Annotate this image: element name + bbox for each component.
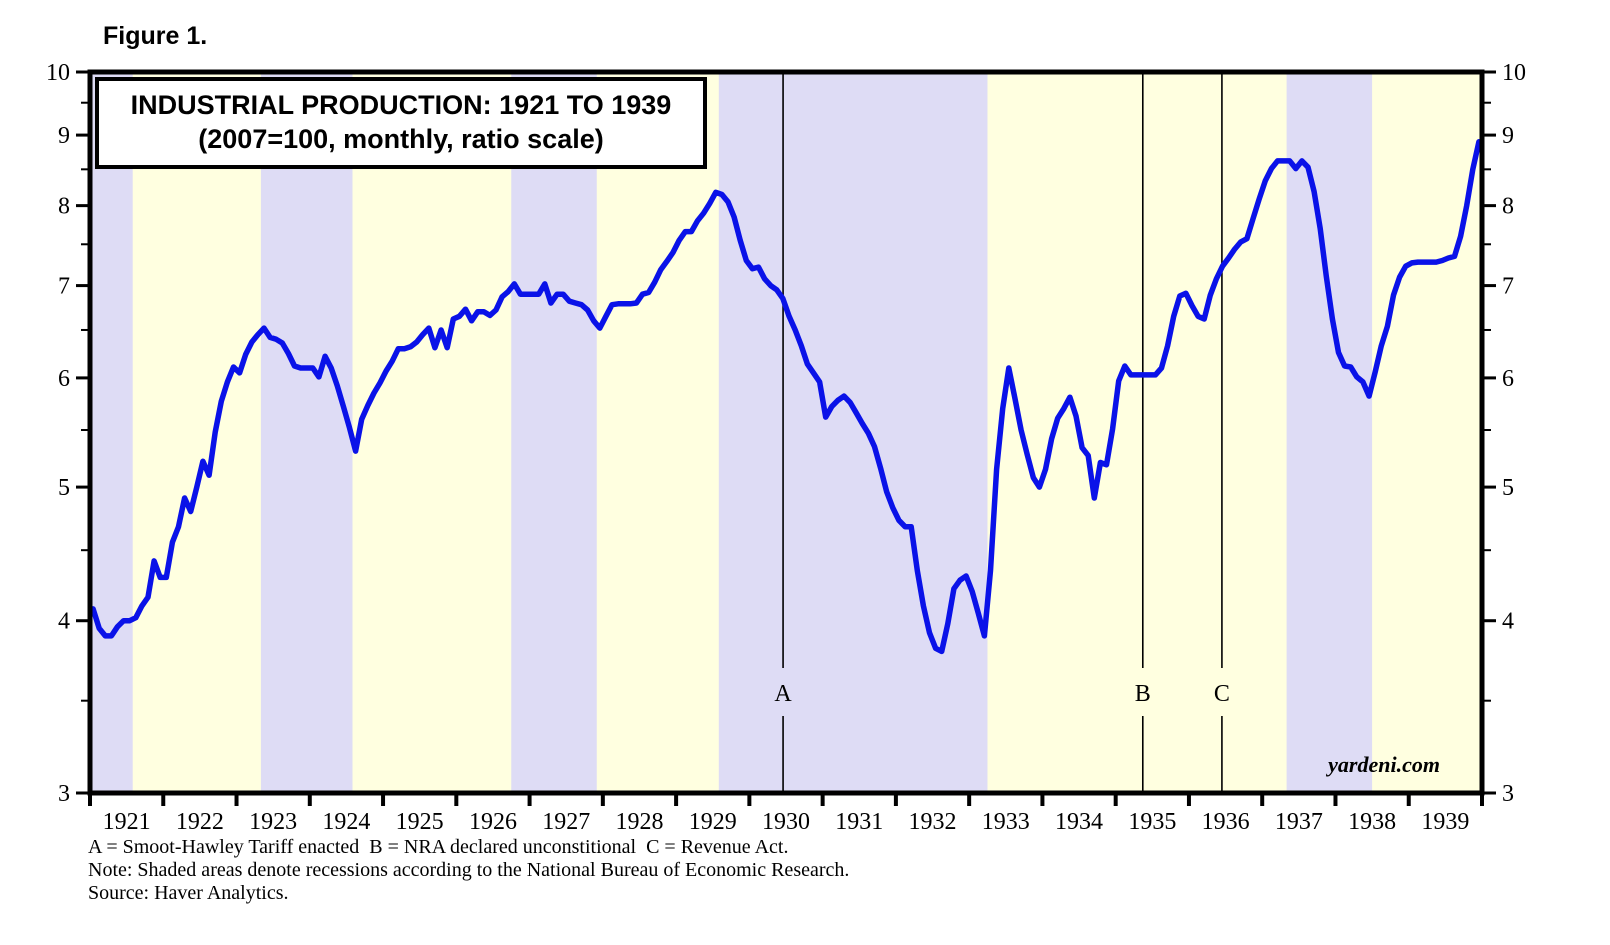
recession-band xyxy=(718,72,988,793)
y-axis-label-left: 10 xyxy=(46,60,70,86)
x-axis-year-label: 1934 xyxy=(1055,809,1103,835)
x-axis-year-label: 1924 xyxy=(322,809,370,835)
x-axis-year-label: 1935 xyxy=(1128,809,1176,835)
y-axis-label-left: 6 xyxy=(58,366,70,392)
y-axis-label-left: 8 xyxy=(58,194,70,220)
industrial-production-line xyxy=(90,139,1482,655)
x-axis-year-label: 1927 xyxy=(542,809,590,835)
x-axis-year-label: 1929 xyxy=(689,809,737,835)
recession-band xyxy=(1286,72,1373,793)
y-axis-label-right: 10 xyxy=(1502,60,1526,86)
x-axis-year-label: 1932 xyxy=(909,809,957,835)
x-axis-year-label: 1936 xyxy=(1202,809,1250,835)
x-axis-year-label: 1937 xyxy=(1275,809,1323,835)
y-axis-label-right: 6 xyxy=(1502,366,1514,392)
y-axis-label-right: 5 xyxy=(1502,475,1514,501)
x-axis-year-label: 1930 xyxy=(762,809,810,835)
y-axis-label-left: 7 xyxy=(58,274,70,300)
x-axis-year-label: 1933 xyxy=(982,809,1030,835)
y-axis-label-right: 9 xyxy=(1502,123,1514,149)
x-axis-year-label: 1928 xyxy=(615,809,663,835)
y-axis-label-right: 3 xyxy=(1502,781,1514,807)
event-label-A: A xyxy=(774,681,792,707)
y-axis-label-right: 8 xyxy=(1502,194,1514,220)
footnote-events: A = Smoot-Hawley Tariff enacted B = NRA … xyxy=(88,836,789,858)
x-axis-year-label: 1938 xyxy=(1348,809,1396,835)
chart-title: INDUSTRIAL PRODUCTION: 1921 TO 1939 xyxy=(130,90,672,121)
event-label-C: C xyxy=(1214,681,1230,707)
x-axis-year-label: 1925 xyxy=(396,809,444,835)
recession-band xyxy=(90,72,133,793)
recession-band xyxy=(511,72,597,793)
event-label-B: B xyxy=(1135,681,1151,707)
yardeni-watermark: yardeni.com xyxy=(1325,752,1440,777)
x-axis-year-label: 1931 xyxy=(835,809,883,835)
y-axis-label-left: 3 xyxy=(58,781,70,807)
footnote-source: Source: Haver Analytics. xyxy=(88,882,289,904)
chart-subtitle: (2007=100, monthly, ratio scale) xyxy=(198,124,604,154)
plot-frame xyxy=(87,69,1485,796)
y-axis-label-left: 9 xyxy=(58,123,70,149)
y-axis-label-right: 4 xyxy=(1502,609,1514,635)
y-axis-label-left: 5 xyxy=(58,475,70,501)
figure-label: Figure 1. xyxy=(103,22,208,50)
x-axis-year-label: 1921 xyxy=(103,809,151,835)
x-axis-year-label: 1923 xyxy=(249,809,297,835)
chart-title-box: INDUSTRIAL PRODUCTION: 1921 TO 1939 (200… xyxy=(95,77,707,169)
footnote-recessions: Note: Shaded areas denote recessions acc… xyxy=(88,859,850,881)
x-axis-year-label: 1926 xyxy=(469,809,517,835)
x-axis-year-label: 1939 xyxy=(1421,809,1469,835)
recession-band xyxy=(260,72,353,793)
y-axis-label-left: 4 xyxy=(58,609,70,635)
x-axis-year-label: 1922 xyxy=(176,809,224,835)
y-axis-label-right: 7 xyxy=(1502,274,1514,300)
footnotes: A = Smoot-Hawley Tariff enacted B = NRA … xyxy=(88,836,849,905)
